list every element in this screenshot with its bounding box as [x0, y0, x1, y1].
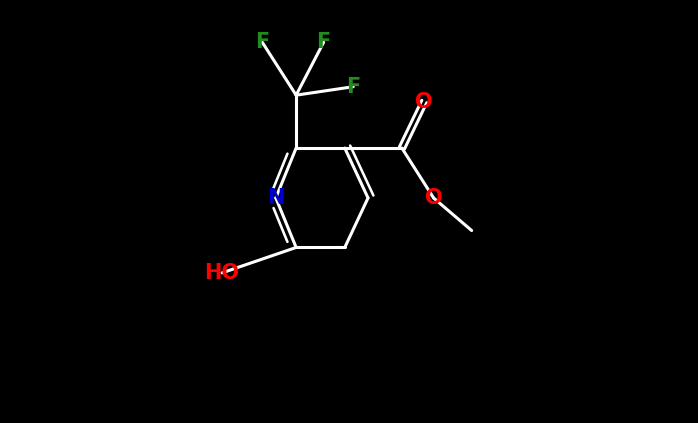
Text: HO: HO	[205, 263, 239, 283]
Text: O: O	[425, 188, 443, 208]
Text: F: F	[346, 77, 360, 97]
Text: O: O	[415, 91, 433, 112]
Text: N: N	[267, 188, 285, 208]
Text: F: F	[316, 32, 331, 52]
Text: F: F	[255, 32, 269, 52]
